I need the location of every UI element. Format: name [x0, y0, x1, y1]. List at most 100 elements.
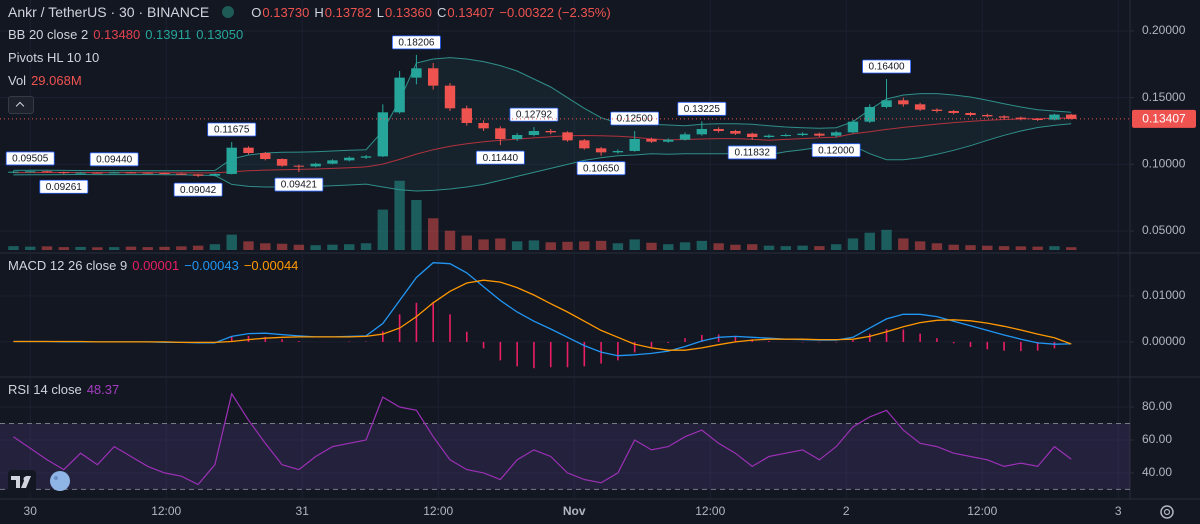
volume-bar [344, 244, 355, 250]
legend-row: Pivots HL 10 10 [8, 50, 99, 65]
pivot-box [862, 59, 911, 74]
pivot-label: 0.12792 [516, 110, 553, 121]
volume-bar [646, 242, 657, 250]
volume-bar [931, 243, 943, 250]
candle-body [176, 173, 187, 175]
candle-body [982, 114, 993, 117]
candle-body [461, 108, 472, 123]
candle-body [1015, 117, 1027, 119]
bb-fill [13, 57, 1072, 192]
x-tick-label: Nov [563, 504, 586, 518]
volume-bar [226, 234, 237, 250]
candle-body [562, 132, 573, 141]
pivot-label: 0.11675 [214, 125, 250, 136]
candle-body [730, 131, 741, 134]
volume-bar [948, 244, 959, 250]
volume-bar [1032, 246, 1043, 250]
volume-bar [545, 242, 556, 250]
x-tick-label: 3 [1115, 504, 1122, 518]
volume-bar [612, 243, 624, 250]
x-tick-label: 12:00 [423, 504, 453, 518]
volume-bar [730, 244, 741, 250]
candle-body [898, 100, 909, 105]
candle-body [965, 112, 976, 115]
y-tick-label: 0.10000 [1142, 157, 1186, 171]
candle-body [25, 171, 36, 173]
pivot-box [509, 107, 559, 122]
moon-icon[interactable] [50, 471, 70, 491]
volume-bar [327, 244, 338, 250]
candle-body [360, 156, 372, 158]
candle-body [444, 85, 456, 109]
candle-body [394, 77, 405, 113]
volume-bar [982, 245, 993, 250]
bb-upper [13, 57, 1072, 172]
pivot-label: 0.09505 [12, 154, 49, 165]
candle-body [881, 100, 892, 107]
pivot-label: 0.10650 [583, 163, 620, 174]
legend-text: MACD 12 26 close 9 [8, 258, 128, 273]
legend-text: BB 20 close 2 [8, 27, 89, 42]
pivot-box [677, 101, 727, 116]
volume-bar [847, 238, 859, 250]
rsi-band-fill [0, 423, 1130, 490]
legend-text: RSI 14 close [8, 382, 82, 397]
volume-bar [998, 246, 1010, 250]
volume-bar [293, 244, 305, 250]
volume-bar [276, 243, 288, 250]
x-tick-label: 12:00 [967, 504, 997, 518]
y-tick-label: 0.20000 [1142, 23, 1186, 37]
volume-bar [411, 200, 422, 250]
y-tick-label: 0.00000 [1142, 334, 1186, 348]
volume-bar [663, 244, 674, 250]
volume-bar [562, 241, 573, 250]
candle-body [276, 159, 288, 166]
volume-bar [814, 246, 825, 250]
pivot-label: 0.09421 [281, 180, 318, 191]
candle-body [545, 131, 556, 133]
candle-body [612, 151, 624, 153]
legend-text: −0.00043 [184, 258, 239, 273]
candle-body [427, 68, 439, 86]
candle-body [108, 172, 120, 174]
volume-bar [763, 245, 775, 250]
candle-body [142, 172, 153, 174]
volume-bar [58, 247, 70, 250]
legend-text: −0.00322 (−2.35%) [499, 4, 611, 20]
candle-body [780, 135, 791, 137]
volume-bar [1066, 247, 1077, 250]
volume-bar [260, 243, 271, 250]
candle-body [948, 110, 959, 113]
status-dot[interactable] [222, 6, 235, 18]
legend-text: 0.13407 [447, 4, 495, 20]
legend-text: 0.13050 [196, 27, 244, 42]
candle-body [478, 122, 489, 129]
legend-text: 29.068M [31, 73, 82, 88]
logo [8, 470, 36, 492]
candle-body [226, 147, 237, 174]
legend-row: Ankr / TetherUS · 30 · BINANCE O 0.13730 H 0… [8, 4, 611, 20]
pivot-label: 0.09440 [96, 154, 133, 165]
volume-bar [679, 242, 691, 250]
pivot-label: 0.12000 [818, 145, 855, 156]
moon-crater [54, 476, 58, 480]
pivot-label: 0.09042 [180, 185, 217, 196]
pivot-box [811, 143, 861, 158]
candle-body [646, 139, 657, 142]
y-tick-label: 80.00 [1142, 399, 1172, 413]
candle-body [58, 172, 70, 174]
pivot-box [173, 182, 223, 197]
candle-body [344, 157, 355, 161]
candle-body [495, 128, 506, 140]
volume-bar [310, 245, 321, 250]
volume-bar [41, 246, 53, 250]
volume-bar [1015, 246, 1027, 250]
settings-icon[interactable] [1160, 505, 1174, 519]
pivot-box [576, 161, 626, 176]
candle-body [92, 172, 103, 174]
collapse-legend-button[interactable] [8, 96, 34, 114]
volume-bar [176, 246, 187, 250]
volume-bar [579, 241, 590, 250]
candle-body [797, 133, 808, 136]
